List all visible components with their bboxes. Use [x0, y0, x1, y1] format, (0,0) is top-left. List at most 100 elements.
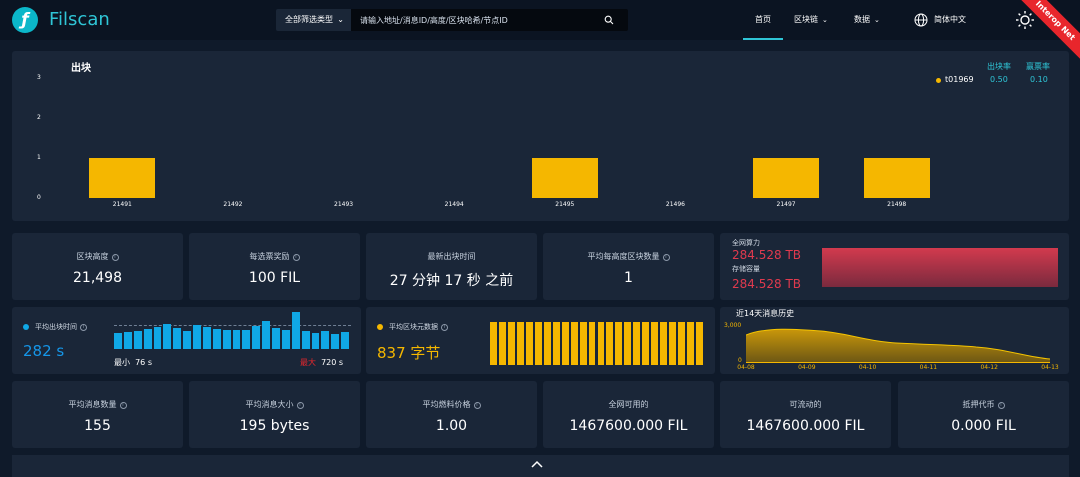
language-select[interactable]: 简体中文	[934, 15, 966, 24]
mini-bar[interactable]	[311, 333, 320, 349]
stat-value: 1	[624, 270, 633, 286]
info-icon[interactable]: i	[473, 402, 481, 409]
block-bar[interactable]	[89, 158, 156, 198]
mini-bar[interactable]	[114, 333, 122, 349]
mini-bar[interactable]	[660, 322, 668, 365]
mini-bar[interactable]	[183, 331, 191, 349]
mini-bar[interactable]	[570, 322, 578, 365]
max-label: 最大	[300, 358, 316, 367]
info-icon[interactable]: i	[80, 324, 87, 331]
info-icon[interactable]: i	[119, 402, 127, 409]
mini-bar[interactable]	[232, 330, 241, 349]
mini-bar[interactable]	[222, 330, 231, 349]
avg-block-size-panel: 平均区块元数据 i 837 字节	[366, 307, 715, 374]
mini-bar[interactable]	[597, 322, 605, 365]
mini-bar[interactable]	[525, 322, 533, 365]
avg-size-label: 平均区块元数据 i	[389, 322, 448, 332]
mini-bar[interactable]	[331, 334, 340, 349]
nav-home[interactable]: 首页	[743, 0, 783, 40]
mini-bar[interactable]	[507, 322, 515, 365]
mini-bar[interactable]	[143, 328, 152, 349]
filter-type-select[interactable]: 全部筛选类型 ⌄	[276, 9, 351, 31]
mini-bar[interactable]	[272, 327, 280, 349]
mini-bar[interactable]	[212, 328, 221, 349]
mini-bar[interactable]	[687, 322, 695, 365]
stat-label-text: 抵押代币	[962, 400, 995, 409]
mini-bar[interactable]	[341, 332, 349, 349]
mini-bar[interactable]	[498, 322, 506, 365]
brand-name[interactable]: Filscan	[49, 9, 110, 30]
mini-bar[interactable]	[163, 323, 172, 349]
info-icon[interactable]: i	[441, 324, 448, 331]
mini-bar[interactable]	[202, 327, 211, 349]
mini-bar[interactable]	[252, 325, 261, 349]
mini-bar[interactable]	[561, 322, 569, 365]
mini-bar[interactable]	[534, 322, 542, 365]
x-tick-label: 21497	[776, 201, 796, 208]
info-icon[interactable]: i	[292, 254, 300, 261]
nav-data[interactable]: 数据 ⌄	[854, 0, 880, 40]
info-icon[interactable]: i	[296, 402, 304, 409]
stat-label-text: 平均消息数量	[68, 400, 117, 409]
mini-bar[interactable]	[281, 329, 290, 349]
mini-bar[interactable]	[321, 330, 330, 349]
stat-value: 100 FIL	[248, 270, 301, 286]
theme-toggle-sun-icon[interactable]	[1015, 10, 1035, 30]
globe-icon[interactable]	[914, 13, 928, 27]
legend-miner[interactable]: t01969	[945, 75, 974, 84]
mini-bar[interactable]	[633, 322, 641, 365]
y-tick-label: 0	[37, 194, 41, 201]
x-tick-label: 21493	[334, 201, 354, 208]
stat-label: 每选票奖励 i	[189, 251, 360, 262]
chevron-down-icon: ⌄	[874, 16, 880, 24]
mini-bar[interactable]	[678, 322, 686, 365]
mini-bar[interactable]	[133, 330, 142, 349]
block-bar[interactable]	[863, 158, 930, 198]
mini-bar[interactable]	[543, 322, 551, 365]
mini-bar[interactable]	[624, 322, 632, 365]
stat-label: 最新出块时间	[427, 252, 476, 261]
stat-label: 平均消息大小 i	[189, 399, 360, 410]
mini-bar[interactable]	[552, 322, 560, 365]
x-tick-label: 21498	[887, 201, 907, 208]
mini-bar[interactable]	[301, 330, 310, 349]
mini-bar[interactable]	[669, 322, 677, 365]
search-input[interactable]	[351, 9, 590, 31]
nav-home-label: 首页	[755, 15, 771, 24]
mini-bar[interactable]	[588, 322, 596, 365]
mini-bar[interactable]	[579, 322, 587, 365]
mini-bar[interactable]	[696, 322, 703, 365]
mini-bar[interactable]	[262, 321, 270, 349]
mini-bar[interactable]	[173, 327, 182, 349]
mini-bar[interactable]	[153, 326, 162, 349]
x-tick-label: 04-10	[858, 364, 877, 371]
block-bar[interactable]	[531, 158, 598, 198]
info-icon[interactable]: i	[997, 402, 1005, 409]
power-value: 284.528 TB	[732, 248, 801, 262]
x-tick-label: 21496	[665, 201, 685, 208]
avg-time-value: 282 s	[23, 342, 65, 360]
nav-blockchain[interactable]: 区块链 ⌄	[794, 0, 828, 40]
y-tick-label: 2	[37, 114, 41, 121]
mini-bar[interactable]	[615, 322, 623, 365]
mini-bar[interactable]	[516, 322, 524, 365]
mini-bar[interactable]	[291, 312, 300, 349]
mini-bar[interactable]	[193, 325, 201, 349]
mini-bar[interactable]	[490, 322, 497, 365]
search-button[interactable]	[590, 9, 628, 31]
info-icon[interactable]: i	[111, 254, 119, 261]
mini-bar[interactable]	[123, 332, 132, 349]
storage-label: 存储容量	[732, 265, 760, 273]
info-icon[interactable]: i	[662, 254, 670, 261]
y-tick-label: 1	[37, 154, 41, 161]
mini-bar[interactable]	[651, 322, 659, 365]
mini-bar[interactable]	[642, 322, 650, 365]
mini-bar[interactable]	[242, 329, 251, 349]
legend-dot	[23, 324, 29, 330]
filecoin-logo-icon[interactable]: ƒ	[12, 7, 38, 33]
avg-size-value: 837 字节	[377, 344, 441, 362]
mini-bar[interactable]	[606, 322, 614, 365]
stat-label: 平均消息数量 i	[12, 399, 183, 410]
block-bar[interactable]	[753, 158, 820, 198]
chevron-up-icon[interactable]	[531, 460, 543, 468]
